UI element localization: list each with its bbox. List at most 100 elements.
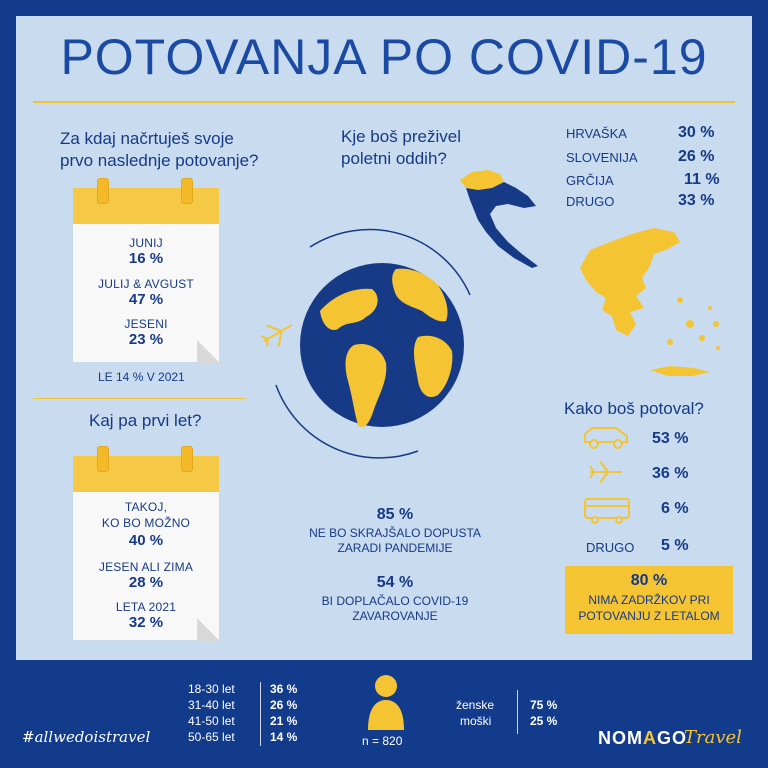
question-line: Za kdaj načrtuješ svoje xyxy=(60,129,234,148)
age-percent: 36 % xyxy=(270,682,298,696)
calendar-header xyxy=(73,456,219,492)
greece-island xyxy=(699,335,705,341)
greece-island xyxy=(708,306,712,310)
answer-percent: 32 % xyxy=(128,614,164,631)
greece-mainland xyxy=(580,228,680,336)
calendar-ring xyxy=(97,446,109,472)
answer-percent: 47 % xyxy=(128,291,164,308)
stat-line: ZARADI PANDEMIJE xyxy=(337,541,453,555)
answer-label: KO BO MOŽNO xyxy=(101,516,191,530)
car-icon xyxy=(584,427,628,449)
country-percent: 11 % xyxy=(684,171,720,188)
age-range: 31-40 let xyxy=(188,698,235,712)
answer-label: JULIJ & AVGUST xyxy=(98,277,194,291)
stat-description: NE BO SKRAJŠALO DOPUSTA ZARADI PANDEMIJE xyxy=(290,526,500,556)
gender-percent: 75 % xyxy=(530,698,558,712)
page-curl xyxy=(197,618,221,642)
age-percent: 26 % xyxy=(270,698,298,712)
title-divider xyxy=(33,101,735,103)
calendar-ring xyxy=(181,178,193,204)
globe-continent xyxy=(345,343,387,428)
stat-line: BI DOPLAČALO COVID-19 xyxy=(321,594,469,608)
globe-continent xyxy=(320,288,378,331)
stat-line: ZAVAROVANJE xyxy=(352,609,438,623)
highlight-line: POTOVANJU Z LETALOM xyxy=(578,609,720,623)
stat-percent: 85 % xyxy=(376,506,414,523)
greece-island xyxy=(713,321,719,327)
transport-percent: 6 % xyxy=(661,500,689,517)
transport-label: DRUGO xyxy=(586,540,635,555)
country-label: DRUGO xyxy=(566,194,615,209)
map-slovenia-croatia xyxy=(460,170,538,268)
person-icon xyxy=(368,675,404,730)
question-line: poletni oddih? xyxy=(341,149,447,168)
country-label: GRČIJA xyxy=(566,173,614,188)
brand-logo: NOMAGO xyxy=(598,728,687,749)
answer-label: JESEN ALI ZIMA xyxy=(98,560,194,574)
question-first-flight: Kaj pa prvi let? xyxy=(89,411,202,430)
question-transport: Kako boš potoval? xyxy=(564,399,704,418)
note-2021: LE 14 % V 2021 xyxy=(98,370,185,384)
stat-line: NE BO SKRAJŠALO DOPUSTA xyxy=(309,526,481,540)
age-percent: 14 % xyxy=(270,730,298,744)
plane-icon xyxy=(260,324,293,347)
croatia-shape xyxy=(466,182,538,268)
transport-percent: 5 % xyxy=(661,537,689,554)
highlight-line: NIMA ZADRŽKOV PRI xyxy=(588,593,710,607)
answer-percent: 40 % xyxy=(128,532,164,549)
age-range: 50-65 let xyxy=(188,730,235,744)
answer-percent: 16 % xyxy=(128,250,164,267)
globe-continent xyxy=(413,335,453,398)
orbit-line xyxy=(275,384,419,459)
bus-icon xyxy=(584,498,630,524)
question-first-trip: Za kdaj načrtuješ svoje prvo naslednje p… xyxy=(60,128,290,172)
greece-island xyxy=(677,297,683,303)
brand-tagline: Travel xyxy=(684,727,742,748)
age-range: 18-30 let xyxy=(188,682,235,696)
brand-text: A xyxy=(643,728,657,748)
calendar-header xyxy=(73,188,219,224)
plane-icon xyxy=(589,460,622,484)
stat-description: BI DOPLAČALO COVID-19 ZAVAROVANJE xyxy=(290,594,500,624)
highlight-box: 80 % NIMA ZADRŽKOV PRI POTOVANJU Z LETAL… xyxy=(565,566,733,634)
country-label: HRVAŠKA xyxy=(566,126,627,141)
brand-text: GO xyxy=(657,728,688,748)
hashtag: #allwedoistravel xyxy=(22,728,151,746)
orbit-line xyxy=(309,228,471,296)
answer-label: JESENI xyxy=(124,317,168,331)
gender-label: ženske xyxy=(456,698,495,712)
footer-divider xyxy=(260,682,261,746)
globe-illustration xyxy=(260,228,471,459)
page-curl xyxy=(197,340,221,364)
country-percent: 30 % xyxy=(678,124,715,141)
section-divider xyxy=(33,398,245,399)
answer-label: JUNIJ xyxy=(129,236,163,250)
country-label: SLOVENIJA xyxy=(566,150,638,165)
country-percent: 26 % xyxy=(678,148,715,165)
answer-label: LETA 2021 xyxy=(115,600,177,614)
map-greece xyxy=(580,228,720,376)
question-summer-holiday: Kje boš preživel poletni oddih? xyxy=(341,126,461,170)
question-line: prvo naslednje potovanje? xyxy=(60,151,259,170)
gender-label: moški xyxy=(460,714,492,728)
country-percent: 33 % xyxy=(678,192,715,209)
stat-percent: 54 % xyxy=(376,574,414,591)
calendar-first-trip: JUNIJ 16 % JULIJ & AVGUST 47 % JESENI 23… xyxy=(73,178,221,364)
highlight-description: NIMA ZADRŽKOV PRI POTOVANJU Z LETALOM xyxy=(565,592,733,624)
calendar-ring xyxy=(97,178,109,204)
age-percent: 21 % xyxy=(270,714,298,728)
answer-percent: 28 % xyxy=(128,574,164,591)
greece-island xyxy=(650,366,710,376)
highlight-percent: 80 % xyxy=(630,572,668,589)
footer: 18-30 let 31-40 let 41-50 let 50-65 let … xyxy=(0,660,768,768)
sample-size: n = 820 xyxy=(362,734,403,748)
answer-label: TAKOJ, xyxy=(124,500,168,514)
calendar-ring xyxy=(181,446,193,472)
globe-continent xyxy=(392,268,448,322)
transport-percent: 53 % xyxy=(652,430,689,447)
greece-island xyxy=(716,346,720,350)
gender-percent: 25 % xyxy=(530,714,558,728)
greece-island xyxy=(667,339,673,345)
transport-percent: 36 % xyxy=(652,465,689,482)
question-line: Kje boš preživel xyxy=(341,127,462,146)
